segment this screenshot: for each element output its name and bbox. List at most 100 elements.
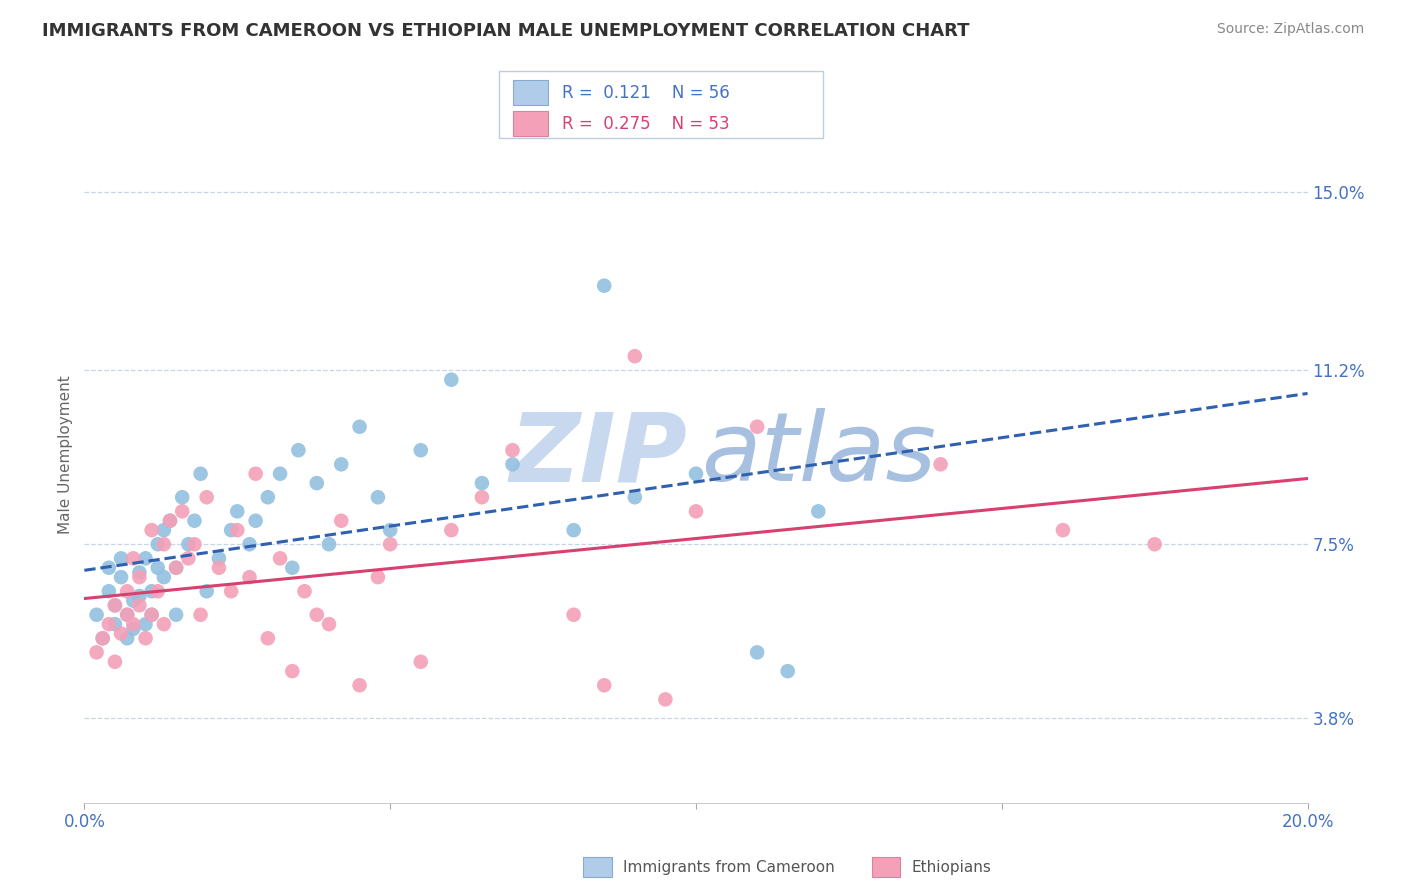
Point	[91, 632, 114, 646]
Point	[305, 607, 328, 622]
Point	[122, 622, 145, 636]
Point	[146, 560, 169, 574]
Point	[409, 655, 432, 669]
Point	[807, 504, 830, 518]
Point	[165, 560, 187, 574]
Point	[91, 632, 114, 646]
Point	[593, 678, 616, 692]
Point	[115, 607, 138, 622]
Point	[747, 419, 769, 434]
Point	[141, 607, 163, 622]
Point	[245, 514, 267, 528]
Point	[380, 523, 402, 537]
Point	[177, 551, 200, 566]
Point	[330, 514, 353, 528]
Point	[183, 514, 205, 528]
Point	[110, 626, 132, 640]
Point	[104, 617, 127, 632]
Point	[367, 570, 389, 584]
Point	[226, 504, 249, 518]
Point	[115, 632, 138, 646]
Point	[654, 692, 676, 706]
Text: Immigrants from Cameroon: Immigrants from Cameroon	[623, 860, 835, 874]
Point	[122, 551, 145, 566]
Point	[367, 490, 389, 504]
Point	[190, 467, 212, 481]
Point	[929, 458, 952, 472]
Point	[281, 664, 304, 678]
Point	[122, 593, 145, 607]
Point	[104, 655, 127, 669]
Point	[330, 458, 353, 472]
Point	[195, 584, 218, 599]
Point	[219, 584, 242, 599]
Point	[97, 617, 120, 632]
Point	[562, 607, 585, 622]
Point	[153, 523, 176, 537]
Point	[135, 617, 157, 632]
Point	[128, 570, 150, 584]
Point	[440, 373, 463, 387]
Point	[502, 458, 524, 472]
Point	[380, 537, 402, 551]
Point	[128, 589, 150, 603]
Point	[172, 490, 194, 504]
Point	[153, 537, 176, 551]
Text: IMMIGRANTS FROM CAMEROON VS ETHIOPIAN MALE UNEMPLOYMENT CORRELATION CHART: IMMIGRANTS FROM CAMEROON VS ETHIOPIAN MA…	[42, 22, 970, 40]
Point	[97, 584, 120, 599]
Point	[183, 537, 205, 551]
Point	[238, 570, 260, 584]
Point	[190, 607, 212, 622]
Point	[269, 467, 291, 481]
Text: ZIP: ZIP	[509, 409, 688, 501]
Point	[502, 443, 524, 458]
Point	[593, 278, 616, 293]
Point	[562, 523, 585, 537]
Point	[238, 537, 260, 551]
Point	[122, 617, 145, 632]
Point	[115, 584, 138, 599]
Point	[153, 617, 176, 632]
Point	[349, 678, 371, 692]
Text: Source: ZipAtlas.com: Source: ZipAtlas.com	[1216, 22, 1364, 37]
Point	[195, 490, 218, 504]
Point	[440, 523, 463, 537]
Point	[318, 617, 340, 632]
Point	[685, 467, 707, 481]
Point	[115, 607, 138, 622]
Text: R =  0.275    N = 53: R = 0.275 N = 53	[562, 114, 730, 133]
Point	[305, 476, 328, 491]
Point	[141, 607, 163, 622]
Point	[257, 632, 280, 646]
Point	[208, 551, 231, 566]
Point	[110, 551, 132, 566]
Point	[747, 645, 769, 659]
Point	[86, 645, 108, 659]
Point	[471, 490, 494, 504]
Point	[97, 560, 120, 574]
Y-axis label: Male Unemployment: Male Unemployment	[58, 376, 73, 534]
Point	[208, 560, 231, 574]
Point	[141, 584, 163, 599]
Point	[104, 599, 127, 613]
Point	[165, 607, 187, 622]
Point	[294, 584, 316, 599]
Point	[281, 560, 304, 574]
Point	[318, 537, 340, 551]
Point	[86, 607, 108, 622]
Text: Ethiopians: Ethiopians	[911, 860, 991, 874]
Point	[471, 476, 494, 491]
Point	[409, 443, 432, 458]
Point	[128, 599, 150, 613]
Point	[349, 419, 371, 434]
Point	[257, 490, 280, 504]
Point	[226, 523, 249, 537]
Point	[128, 566, 150, 580]
Point	[146, 584, 169, 599]
Point	[1143, 537, 1166, 551]
Point	[685, 504, 707, 518]
Point	[135, 632, 157, 646]
Point	[245, 467, 267, 481]
Point	[219, 523, 242, 537]
Point	[159, 514, 181, 528]
